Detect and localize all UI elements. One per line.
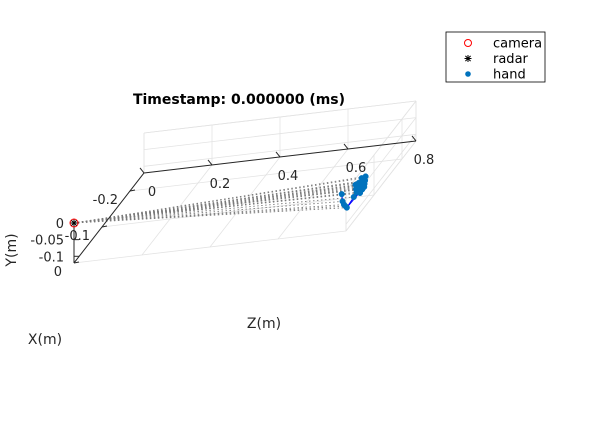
sightline (73, 183, 365, 224)
origin-markers (69, 218, 79, 228)
sightline (73, 176, 366, 224)
z-tick-label: 0.8 (414, 153, 435, 168)
legend-label-radar: radar (493, 52, 529, 67)
z-tick-label: 0.6 (346, 161, 367, 176)
x-axis-label: X(m) (28, 332, 62, 348)
hand-points (338, 173, 369, 211)
grid-line-y (143, 133, 417, 167)
legend-label-hand: hand (493, 68, 526, 83)
y-tick-label: -0.1 (39, 250, 64, 265)
y-tick-label: 0 (56, 217, 64, 232)
z-tick (343, 143, 349, 150)
z-tick (275, 151, 281, 158)
z-tick (139, 167, 145, 174)
sightline (73, 207, 347, 224)
legend-marker-camera (464, 39, 472, 47)
camera-marker (69, 218, 79, 228)
legend-marker-radar (464, 55, 472, 62)
grid-line-y (143, 117, 417, 151)
z-tick (207, 159, 213, 166)
hand-point (339, 198, 346, 205)
x-tick-label: 0 (54, 265, 62, 280)
sightline (73, 200, 343, 224)
y-tick-label: -0.05 (30, 234, 64, 249)
sightline (73, 180, 366, 224)
x-tick (101, 225, 108, 228)
z-tick-label: 0.4 (278, 169, 299, 184)
radar-marker-stroke (71, 220, 77, 226)
x-axis-line (73, 172, 145, 264)
grid-line-y (143, 100, 417, 134)
grid-line-y (345, 100, 417, 192)
grid-line-z (141, 164, 213, 256)
x-tick (129, 189, 136, 192)
x-tick-label: -0.1 (65, 229, 90, 244)
grid-line-x (129, 158, 403, 192)
hand-point (362, 173, 369, 180)
hand-point (350, 193, 357, 201)
sightline (73, 186, 365, 224)
radar-marker (70, 219, 78, 227)
grid-line-z (345, 140, 417, 232)
sightline-layer (73, 176, 366, 224)
z-tick (411, 135, 417, 142)
grid-line-x (73, 230, 347, 264)
legend-marker-radar-stroke (465, 55, 471, 62)
chart-title: Timestamp: 0.000000 (ms) (133, 92, 345, 108)
z-tick-label: 0.2 (210, 177, 231, 192)
sightline (73, 191, 357, 224)
legend-box (445, 31, 546, 83)
sightline (73, 196, 354, 224)
legend-label-camera: camera (493, 37, 542, 52)
z-axis-label: Z(m) (247, 316, 281, 332)
x-tick (73, 261, 80, 264)
z-tick-label: 0 (148, 185, 156, 200)
y-axis-label: Y(m) (4, 233, 20, 267)
grid-line-y (345, 134, 417, 225)
sightline (73, 204, 345, 224)
legend-marker-hand (465, 71, 471, 77)
x-tick-label: -0.2 (93, 193, 118, 208)
grid-line-x (101, 194, 375, 228)
hand-point (338, 191, 345, 198)
